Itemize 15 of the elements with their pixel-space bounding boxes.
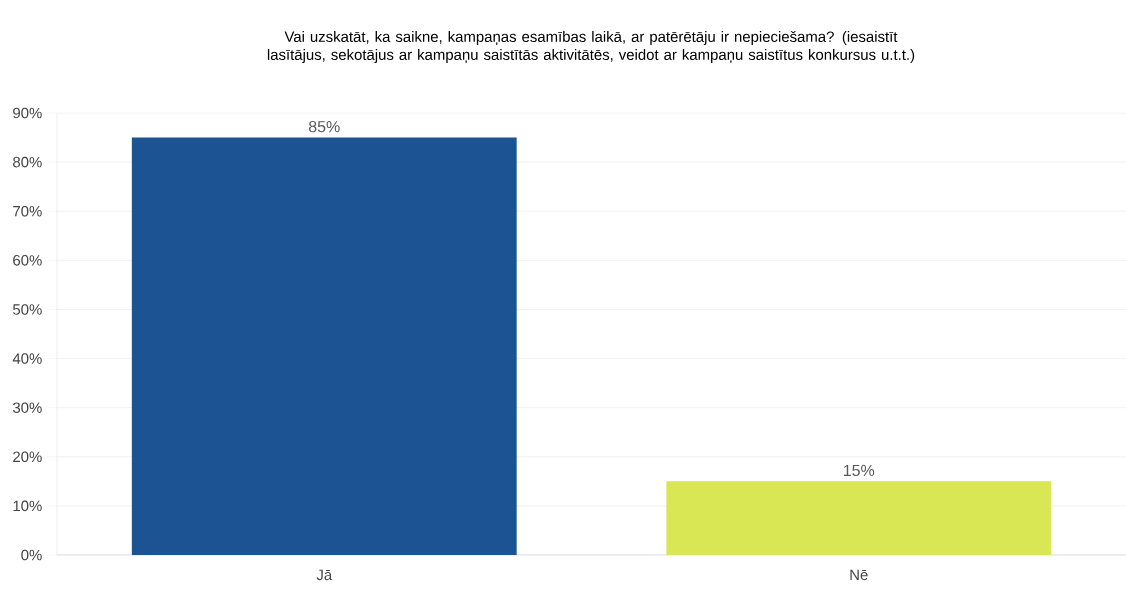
y-tick-label: 20% xyxy=(13,451,42,463)
y-tick-label: 40% xyxy=(12,353,42,364)
y-tick-label: 50% xyxy=(13,304,42,315)
y-tick-label: 60% xyxy=(13,255,42,266)
chart-title: Vai uzskatāt, ka saikne, kampaņas esamības laikā, ar patērētāju ir nepieciešama? (iesaistīt lasītājus, sekotājus ar kampaņu saistītās aktivitātēs, veidot ar kampaņu saistītus konkursus u.t.t.) xyxy=(267,30,915,64)
y-tick-label: 10% xyxy=(13,500,42,512)
y-tick-label: 80% xyxy=(13,156,42,168)
y-tick-label: 70% xyxy=(13,205,42,217)
x-tick-label: Nē xyxy=(850,569,868,581)
x-tick-label: Jā xyxy=(316,569,333,581)
data-label: 15% xyxy=(843,464,875,477)
y-tick-label: 90% xyxy=(13,107,42,119)
y-tick-label: 0% xyxy=(21,549,42,561)
data-label: 85% xyxy=(308,120,340,133)
y-tick-label: 30% xyxy=(12,402,42,413)
